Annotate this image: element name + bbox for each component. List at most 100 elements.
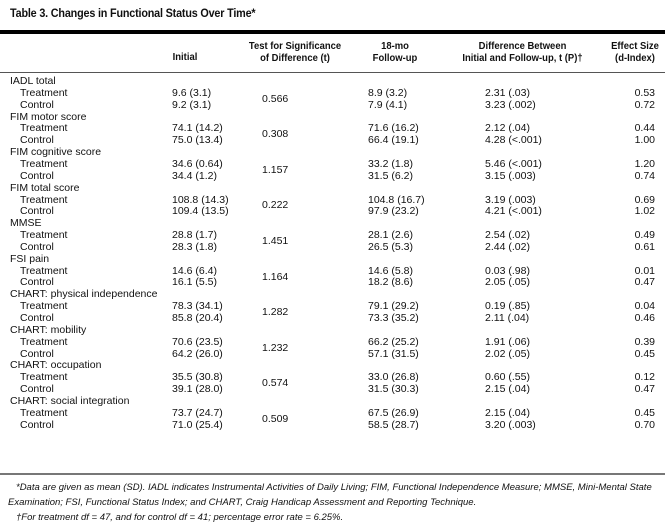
header-test-line1: Test for Significance <box>248 40 342 52</box>
followup-value: 57.1 (31.5) <box>368 347 419 360</box>
followup-value: 8.9 (3.2) <box>368 86 408 99</box>
t-value: 1.157 <box>262 163 289 176</box>
initial-value: 71.0 (25.4) <box>172 418 223 431</box>
difference-value: 2.12 (.04) <box>485 122 530 135</box>
row-label: Control <box>20 205 54 218</box>
header-difference-line2: Initial and Follow-up, t (P)† <box>462 52 583 64</box>
initial-value: 14.6 (6.4) <box>172 264 217 277</box>
effect-size-value: 0.61 <box>634 240 655 253</box>
group-row: CHART: social integration <box>0 395 665 407</box>
difference-value: 3.15 (.003) <box>485 169 536 182</box>
row-label: Control <box>20 383 54 396</box>
followup-value: 14.6 (5.8) <box>368 264 413 277</box>
effect-size-value: 0.53 <box>634 86 655 99</box>
row-label: Treatment <box>20 371 68 384</box>
followup-value: 73.3 (35.2) <box>368 312 419 324</box>
effect-size-value: 0.69 <box>634 193 655 206</box>
group-label: IADL total <box>10 75 56 87</box>
effect-size-value: 0.44 <box>634 122 655 135</box>
difference-value: 2.44 (.02) <box>485 240 530 253</box>
row-label: Treatment <box>20 86 68 99</box>
bottom-rule <box>0 473 665 475</box>
table-row: Treatment 14.6 (6.4) 14.6 (5.8) 0.03 (.98) 0… <box>0 265 665 277</box>
initial-value: 73.7 (24.7) <box>172 406 223 419</box>
initial-value: 70.6 (23.5) <box>172 335 223 348</box>
followup-value: 26.5 (5.3) <box>368 240 413 253</box>
row-label: Control <box>20 312 54 324</box>
group-row: FIM cognitive score <box>0 146 665 158</box>
table-row: Treatment 28.8 (1.7) 28.1 (2.6) 2.54 (.02) 0… <box>0 229 665 241</box>
followup-value: 66.2 (25.2) <box>368 335 419 348</box>
group-label: FSI pain <box>10 252 50 265</box>
row-label: Treatment <box>20 300 68 313</box>
table-row: Treatment 74.1 (14.2) 71.6 (16.2) 2.12 (.04… <box>0 122 665 134</box>
difference-value: 2.15 (.04) <box>485 406 530 419</box>
difference-value: 0.60 (.55) <box>485 371 530 384</box>
t-value: 0.308 <box>262 128 289 141</box>
initial-value: 109.4 (13.5) <box>172 205 229 218</box>
table-row: Control 16.1 (5.5) 18.2 (8.6) 2.05 (.05) 0.4… <box>0 276 665 288</box>
t-value: 0.222 <box>262 199 289 212</box>
effect-size-value: 0.49 <box>634 229 655 242</box>
followup-value: 58.5 (28.7) <box>368 418 419 431</box>
initial-value: 35.5 (30.8) <box>172 371 223 384</box>
table-row: Treatment 34.6 (0.64) 33.2 (1.8) 5.46 (<.00… <box>0 158 665 170</box>
row-label: Treatment <box>20 406 68 419</box>
group-label: MMSE <box>10 217 42 230</box>
t-value: 1.451 <box>262 234 289 247</box>
initial-value: 9.6 (3.1) <box>172 86 212 99</box>
effect-size-value: 0.39 <box>634 335 655 348</box>
difference-value: 3.23 (.002) <box>485 98 536 111</box>
effect-size-value: 0.70 <box>634 418 655 431</box>
t-value: 0.566 <box>262 92 289 105</box>
effect-size-value: 0.47 <box>634 276 655 289</box>
t-value: 0.509 <box>262 412 289 425</box>
header-followup-line2: Follow-up <box>372 52 418 64</box>
header-followup-line1: 18-mo <box>381 40 409 52</box>
row-label: Treatment <box>20 122 68 135</box>
table-row: Control 34.4 (1.2) 31.5 (6.2) 3.15 (.003) 0.… <box>0 170 665 182</box>
row-label: Treatment <box>20 157 68 170</box>
header-difference: Difference Between Initial and Follow-up… <box>444 40 602 64</box>
followup-value: 31.5 (30.3) <box>368 383 419 396</box>
table-row: Treatment 73.7 (24.7) 67.5 (26.9) 2.15 (.04… <box>0 407 665 419</box>
header-effect-line1: Effect Size <box>611 40 659 52</box>
difference-value: 4.28 (<.001) <box>485 134 542 147</box>
group-label: FIM total score <box>10 181 80 194</box>
followup-value: 67.5 (26.9) <box>368 406 419 419</box>
table-row: Control 75.0 (13.4) 66.4 (19.1) 4.28 (<.001… <box>0 134 665 146</box>
row-label: Treatment <box>20 229 68 242</box>
difference-value: 2.02 (.05) <box>485 347 530 360</box>
t-value: 1.164 <box>262 270 289 283</box>
header-effect: Effect Size (d-Index) <box>599 40 665 64</box>
effect-size-value: 0.45 <box>634 347 655 360</box>
initial-value: 28.8 (1.7) <box>172 229 217 242</box>
followup-value: 97.9 (23.2) <box>368 205 419 218</box>
initial-value: 64.2 (26.0) <box>172 347 223 360</box>
difference-value: 4.21 (<.001) <box>485 205 542 218</box>
group-row: MMSE <box>0 217 665 229</box>
group-row: FIM total score <box>0 182 665 194</box>
initial-value: 85.8 (20.4) <box>172 312 223 324</box>
effect-size-value: 0.45 <box>634 406 655 419</box>
table-row: Treatment 70.6 (23.5) 66.2 (25.2) 1.91 (.06… <box>0 336 665 348</box>
followup-value: 7.9 (4.1) <box>368 98 408 111</box>
row-label: Treatment <box>20 193 68 206</box>
footnote-abbreviations: *Data are given as mean (SD). IADL indic… <box>8 482 652 508</box>
difference-value: 3.20 (.003) <box>485 418 536 431</box>
top-rule <box>0 30 665 34</box>
difference-value: 2.31 (.03) <box>485 86 530 99</box>
followup-value: 18.2 (8.6) <box>368 276 413 289</box>
row-label: Control <box>20 98 54 111</box>
difference-value: 0.19 (.85) <box>485 300 530 313</box>
row-label: Treatment <box>20 335 68 348</box>
effect-size-value: 0.46 <box>634 312 655 324</box>
group-label: FIM motor score <box>10 110 87 123</box>
followup-value: 66.4 (19.1) <box>368 134 419 147</box>
effect-size-value: 0.74 <box>634 169 655 182</box>
group-label: FIM cognitive score <box>10 146 102 159</box>
difference-value: 0.03 (.98) <box>485 264 530 277</box>
effect-size-value: 0.04 <box>634 300 655 313</box>
difference-value: 2.05 (.05) <box>485 276 530 289</box>
initial-value: 108.8 (14.3) <box>172 193 229 206</box>
